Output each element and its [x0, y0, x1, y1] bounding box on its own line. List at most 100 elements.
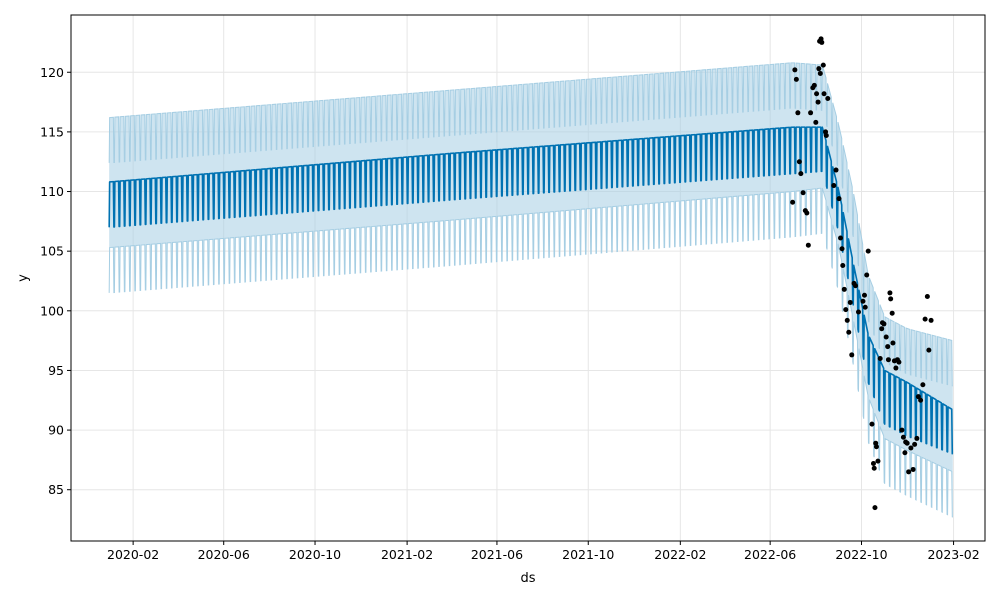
observed-point [841, 286, 847, 292]
observed-point [928, 317, 934, 323]
observed-point [906, 469, 912, 475]
observed-point [815, 99, 821, 105]
observed-point [896, 359, 902, 365]
observed-point [872, 505, 878, 511]
x-axis: 2020-02 2020-06 2020-10 2021-02 2021-06 2021-… [107, 541, 980, 562]
observed-point [908, 445, 914, 451]
observed-point [849, 352, 855, 358]
observed-point [885, 357, 891, 363]
observed-point [871, 465, 877, 471]
observed-point [900, 434, 906, 440]
observed-point [893, 365, 899, 371]
observed-point [819, 39, 825, 45]
x-tick-label: 2020-06 [198, 547, 250, 562]
x-tick-label: 2021-02 [381, 547, 433, 562]
observed-point [861, 292, 867, 298]
observed-point [885, 344, 891, 350]
observed-point [915, 394, 921, 400]
observed-point [912, 441, 918, 447]
y-tick-label: 105 [40, 244, 64, 259]
observed-point [836, 196, 842, 202]
observed-point [847, 299, 853, 305]
observed-point [823, 132, 829, 138]
observed-point [865, 248, 871, 254]
observed-point [805, 242, 811, 248]
observed-point [918, 397, 924, 403]
observed-point [879, 326, 885, 332]
observed-point [796, 159, 802, 165]
observed-point [816, 66, 822, 72]
observed-point [873, 444, 879, 450]
observed-point [844, 317, 850, 323]
observed-point [888, 296, 894, 302]
observed-point [862, 304, 868, 310]
observed-point [839, 246, 845, 252]
observed-point [840, 262, 846, 268]
observed-point [833, 167, 839, 173]
observed-point [795, 110, 801, 116]
observed-point [904, 440, 910, 446]
observed-point [813, 119, 819, 125]
observed-point [814, 91, 820, 97]
y-axis: 85 90 95 100 105 110 115 120 [40, 65, 71, 497]
observed-point [820, 62, 826, 68]
observed-point [793, 76, 799, 82]
observed-point [860, 298, 866, 304]
observed-point [825, 95, 831, 101]
observed-point [792, 67, 798, 73]
plot-frame [70, 14, 986, 542]
x-tick-label: 2022-10 [835, 547, 887, 562]
observed-point [843, 307, 849, 313]
y-tick-label: 90 [48, 423, 64, 438]
observed-point [877, 356, 883, 362]
observed-point [887, 290, 893, 296]
observed-point [889, 310, 895, 316]
observed-point [883, 334, 889, 340]
observed-point [875, 458, 881, 464]
observed-point [899, 427, 905, 433]
y-tick-label: 100 [40, 303, 64, 318]
observed-point [804, 210, 810, 216]
x-tick-label: 2021-10 [562, 547, 614, 562]
x-tick-label: 2020-10 [289, 547, 341, 562]
observed-point [890, 340, 896, 346]
uncertainty-lower-edge [108, 187, 954, 518]
observed-point [853, 283, 858, 289]
observed-point [798, 171, 804, 177]
observed-point [902, 450, 908, 456]
observed-point [800, 190, 806, 196]
forecast-line [108, 126, 954, 455]
observed-point [922, 316, 928, 322]
observed-point [920, 382, 926, 388]
x-tick-label: 2023-02 [927, 547, 979, 562]
observed-point [821, 91, 827, 97]
observed-point [811, 82, 817, 88]
observed-point [855, 309, 861, 315]
observed-point [926, 347, 932, 353]
y-tick-label: 110 [40, 184, 64, 199]
y-tick-label: 115 [40, 124, 64, 139]
observed-point [881, 321, 887, 327]
y-tick-label: 85 [48, 482, 64, 497]
observed-point [914, 435, 920, 441]
observed-points [790, 36, 934, 511]
y-tick-label: 120 [40, 65, 64, 80]
x-tick-label: 2022-06 [744, 547, 796, 562]
observed-point [869, 421, 875, 427]
y-tick-label: 95 [48, 363, 64, 378]
y-axis-label: y [16, 274, 31, 282]
observed-point [846, 329, 852, 335]
observed-point [838, 235, 844, 241]
observed-point [831, 183, 837, 189]
observed-point [910, 466, 916, 472]
x-axis-label: ds [520, 571, 535, 586]
observed-point [864, 272, 870, 278]
x-tick-label: 2020-02 [107, 547, 159, 562]
observed-point [808, 110, 814, 116]
forecast-yhat-line [108, 126, 954, 455]
observed-point [924, 293, 930, 299]
observed-point [817, 70, 823, 76]
uncertainty-upper-edge [108, 62, 953, 387]
observed-point [790, 199, 796, 205]
